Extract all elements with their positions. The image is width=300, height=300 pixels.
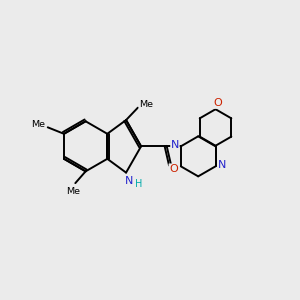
Text: H: H <box>135 179 143 189</box>
Text: Me: Me <box>139 100 153 109</box>
Text: Me: Me <box>31 121 45 130</box>
Text: N: N <box>171 140 179 150</box>
Text: N: N <box>218 160 226 170</box>
Text: O: O <box>214 98 222 108</box>
Text: N: N <box>125 176 133 186</box>
Text: O: O <box>169 164 178 174</box>
Text: Me: Me <box>66 187 80 196</box>
